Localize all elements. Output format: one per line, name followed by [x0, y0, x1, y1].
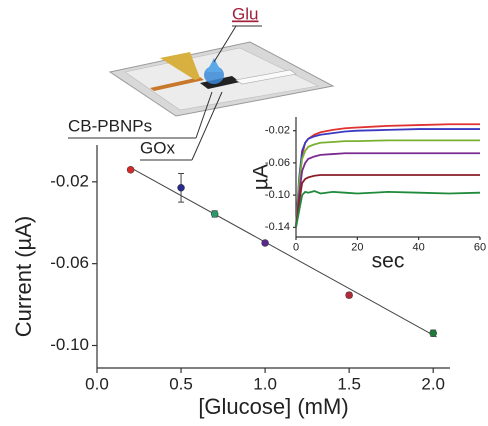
- data-point: [429, 329, 437, 337]
- x-tick-label: 0.5: [169, 374, 193, 393]
- x-axis-title: sec: [372, 250, 405, 273]
- data-point: [345, 291, 353, 299]
- data-point: [177, 184, 185, 192]
- y-tick-label: -0.10: [50, 335, 89, 354]
- x-tick-label: 0.0: [85, 374, 109, 393]
- x-tick-label: 1.5: [337, 374, 361, 393]
- y-tick-label: -0.02: [265, 125, 290, 137]
- x-tick-label: 40: [413, 242, 425, 254]
- y-tick-label: -0.10: [265, 189, 290, 201]
- series-line: [295, 139, 480, 228]
- y-axis-title: µA: [250, 164, 273, 190]
- x-tick-label: 20: [351, 242, 363, 254]
- x-tick-label: 1.0: [253, 374, 277, 393]
- x-axis-title: [Glucose] (mM): [198, 394, 348, 419]
- x-tick-label: 2.0: [421, 374, 445, 393]
- y-tick-label: -0.06: [265, 157, 290, 169]
- data-point: [261, 239, 269, 247]
- annotation: GOx: [140, 138, 175, 157]
- sensor-illustration: [68, 25, 335, 161]
- annotation: Glu: [232, 4, 258, 23]
- y-tick-label: -0.02: [50, 171, 89, 190]
- y-tick-label: -0.06: [50, 253, 89, 272]
- series-line: [295, 174, 480, 228]
- data-point: [126, 166, 135, 174]
- data-point: [210, 210, 219, 218]
- y-tick-label: -0.14: [265, 221, 290, 233]
- y-axis-title: Current (µA): [11, 216, 36, 337]
- fit-line: [130, 167, 437, 338]
- x-tick-label: 0: [293, 242, 299, 254]
- series-line: [295, 152, 480, 228]
- series-line: [295, 128, 480, 228]
- annotation: CB-PBNPs: [68, 116, 152, 135]
- x-tick-label: 60: [474, 242, 486, 254]
- series-line: [295, 190, 481, 228]
